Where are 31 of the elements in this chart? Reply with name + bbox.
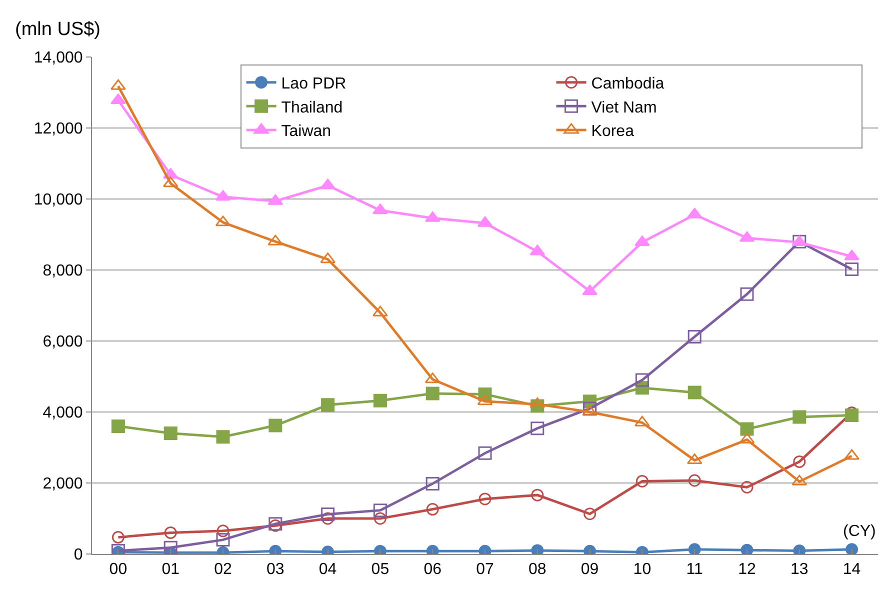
x-tick-label: 13 — [790, 561, 808, 578]
legend-label: Taiwan — [281, 123, 332, 140]
x-tick-label: 06 — [424, 561, 442, 578]
y-tick-label: 8,000 — [42, 262, 83, 280]
x-tick-label: 03 — [266, 561, 284, 578]
x-tick-label: 07 — [476, 561, 494, 578]
y-tick-label: 2,000 — [42, 476, 83, 493]
legend-label: Cambodia — [591, 76, 664, 93]
legend-label: Viet Nam — [591, 99, 657, 116]
x-tick-label: 12 — [738, 561, 756, 578]
x-tick-label: 10 — [633, 561, 652, 578]
x-tick-label: 11 — [686, 561, 704, 578]
y-axis-title: (mln US$) — [15, 19, 101, 40]
y-tick-label: 0 — [74, 546, 83, 564]
legend-label: Lao PDR — [281, 76, 346, 93]
x-tick-label: 04 — [318, 561, 337, 578]
x-tick-label: 05 — [371, 561, 390, 578]
x-tick-label: 01 — [162, 561, 180, 578]
y-tick-label: 6,000 — [42, 334, 83, 351]
legend-label: Thailand — [281, 99, 343, 116]
x-tick-label: 09 — [580, 561, 599, 578]
x-tick-label: 08 — [528, 561, 546, 578]
y-tick-label: 4,000 — [42, 404, 83, 422]
y-tick-label: 12,000 — [34, 120, 83, 138]
legend-label: Korea — [591, 123, 634, 140]
x-tick-label: 00 — [109, 561, 128, 578]
x-tick-label: 14 — [842, 561, 861, 578]
y-tick-label: 10,000 — [34, 192, 83, 209]
x-tick-label: 02 — [214, 561, 232, 578]
annotation: (CY) — [843, 523, 876, 540]
y-tick-label: 14,000 — [34, 50, 83, 67]
